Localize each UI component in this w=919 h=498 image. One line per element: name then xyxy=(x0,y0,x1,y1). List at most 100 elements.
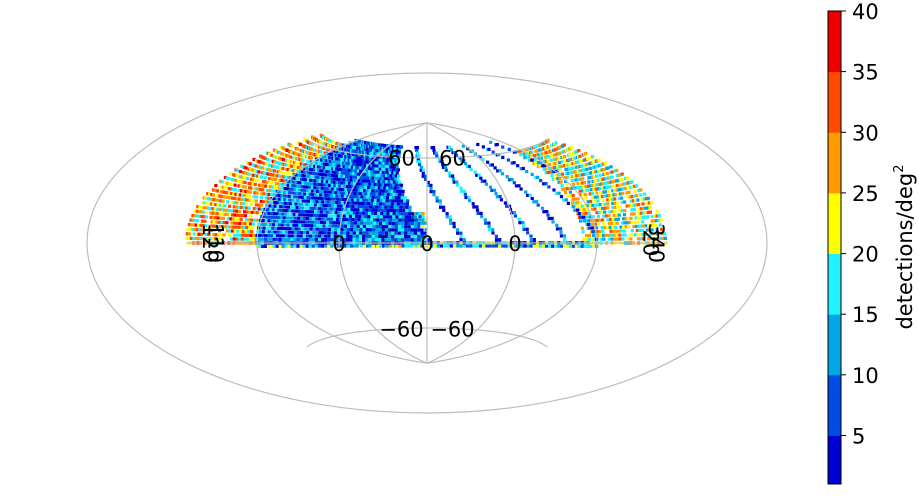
density-cell xyxy=(306,206,310,210)
density-cell xyxy=(206,237,210,241)
density-cell xyxy=(292,169,296,173)
density-cell xyxy=(374,170,378,174)
density-cell xyxy=(363,163,368,167)
density-cell xyxy=(590,171,594,175)
density-cell xyxy=(250,168,254,172)
density-cell xyxy=(475,208,480,212)
density-cell xyxy=(391,231,395,235)
density-cell xyxy=(340,158,344,162)
density-cell xyxy=(269,168,273,172)
density-cell xyxy=(262,171,266,175)
density-cell xyxy=(281,219,285,223)
density-cell xyxy=(413,231,418,235)
density-cell xyxy=(373,182,377,187)
density-cell xyxy=(461,144,465,148)
density-cell xyxy=(639,224,643,228)
density-cell xyxy=(298,195,302,199)
density-cell xyxy=(338,184,342,188)
density-cell xyxy=(525,170,529,174)
density-cell xyxy=(381,228,385,232)
density-cell xyxy=(278,174,282,178)
density-cell xyxy=(302,237,306,242)
density-cell xyxy=(407,228,411,232)
density-cell xyxy=(298,206,302,210)
density-cell xyxy=(326,207,331,211)
density-cell xyxy=(324,207,328,211)
density-cell xyxy=(303,227,307,231)
density-cell xyxy=(546,170,550,175)
density-cell xyxy=(459,244,463,248)
density-cell xyxy=(229,217,233,221)
density-cell xyxy=(621,237,625,241)
density-cell xyxy=(359,176,363,180)
density-cell xyxy=(353,198,357,202)
density-cell xyxy=(234,217,238,221)
density-cell xyxy=(260,175,264,179)
density-cell xyxy=(424,244,428,248)
density-cell xyxy=(590,188,594,192)
density-cell xyxy=(346,234,350,238)
density-cell xyxy=(401,215,405,219)
density-cell xyxy=(308,234,312,238)
density-cell xyxy=(378,228,382,232)
density-cell xyxy=(381,234,385,238)
density-cell xyxy=(347,175,351,179)
density-cell xyxy=(302,234,306,238)
density-cell xyxy=(462,189,467,193)
density-cell xyxy=(335,221,339,225)
density-cell xyxy=(260,207,264,211)
density-cell xyxy=(344,155,348,159)
density-cell xyxy=(340,224,345,228)
density-cell xyxy=(559,164,563,168)
density-cell xyxy=(569,244,573,248)
density-cell xyxy=(255,207,259,211)
density-cell xyxy=(313,203,318,207)
density-cell xyxy=(235,201,239,205)
density-cell xyxy=(620,196,624,200)
density-cell xyxy=(348,185,352,189)
density-cell xyxy=(548,170,552,174)
density-cell xyxy=(318,227,322,231)
density-cell xyxy=(441,165,445,169)
density-cell xyxy=(396,202,400,206)
density-cell xyxy=(324,193,328,197)
density-cell xyxy=(219,237,223,241)
density-cell xyxy=(209,237,213,241)
density-cell xyxy=(654,237,658,241)
density-cell xyxy=(309,196,313,200)
density-cell xyxy=(275,186,280,190)
density-cell xyxy=(603,161,607,165)
density-cell xyxy=(368,170,372,174)
density-cell xyxy=(367,157,371,161)
density-cell xyxy=(624,217,628,221)
density-cell xyxy=(568,171,572,175)
density-cell xyxy=(623,186,627,191)
density-cell xyxy=(576,208,580,212)
density-cell xyxy=(323,169,327,173)
density-cell xyxy=(321,158,326,162)
density-cell xyxy=(609,218,613,222)
density-cell xyxy=(391,244,395,248)
density-cell xyxy=(219,216,223,220)
density-cell xyxy=(254,174,258,178)
density-cell xyxy=(394,225,398,229)
density-cell xyxy=(489,140,493,144)
density-cell xyxy=(340,164,344,168)
density-cell xyxy=(275,219,280,223)
density-cell xyxy=(368,173,372,177)
density-cell xyxy=(342,181,347,185)
density-cell xyxy=(604,233,608,237)
density-cell xyxy=(266,244,271,248)
density-cell xyxy=(278,201,282,205)
density-cell xyxy=(300,202,304,206)
density-cell xyxy=(319,203,323,207)
density-cell xyxy=(346,238,350,242)
density-cell xyxy=(591,203,595,207)
density-cell xyxy=(637,207,641,211)
density-cell xyxy=(435,196,439,200)
density-cell xyxy=(204,224,208,228)
density-cell xyxy=(323,180,327,184)
colorbar-tick-label: 20 xyxy=(852,243,879,267)
density-cell xyxy=(600,210,604,214)
density-cell xyxy=(298,162,302,166)
